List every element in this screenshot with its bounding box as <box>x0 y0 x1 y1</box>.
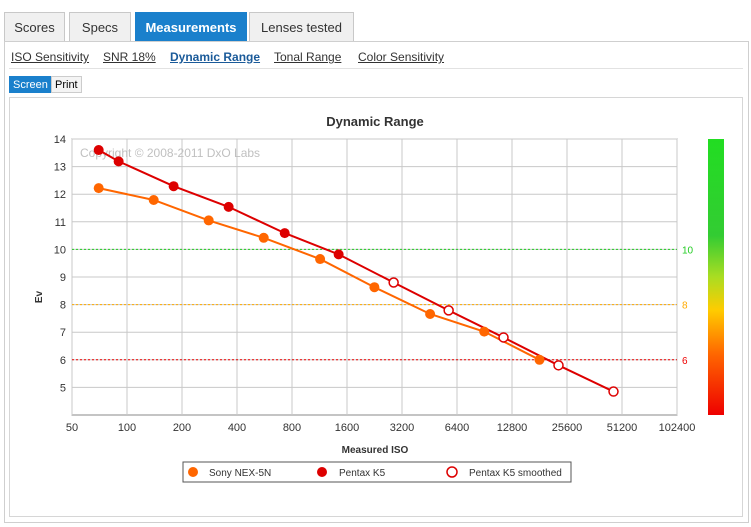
x-tick-label: 1600 <box>335 422 359 434</box>
legend-label: Sony NEX-5N <box>209 468 271 479</box>
data-point-pentax-k5 <box>113 156 124 167</box>
subtab-tonal-range[interactable]: Tonal Range <box>274 50 342 64</box>
x-tick-label: 102400 <box>659 422 696 434</box>
y-tick-label: 9 <box>60 272 66 284</box>
data-point-pentax-k5 <box>223 201 234 212</box>
data-point-pentax-k5 <box>168 181 179 192</box>
legend-marker <box>446 466 458 478</box>
subnav-divider <box>9 68 743 69</box>
legend-box <box>182 461 572 483</box>
tab-scores[interactable]: Scores <box>4 12 65 41</box>
chart-container <box>9 97 743 517</box>
data-point-pentax-k5-smoothed <box>498 332 509 343</box>
y-tick-label: 5 <box>60 382 66 394</box>
data-point-sony-nex-5n <box>148 194 159 205</box>
reference-line-label: 8 <box>682 301 688 312</box>
subtab-dynamic-range[interactable]: Dynamic Range <box>170 50 261 64</box>
print-mode-button[interactable]: Print <box>51 76 82 93</box>
data-point-pentax-k5-smoothed <box>608 386 619 397</box>
dynamic-range-scale-bar <box>708 139 724 415</box>
tab-measurements[interactable]: Measurements <box>135 12 247 41</box>
data-point-pentax-k5 <box>279 228 290 239</box>
data-point-pentax-k5 <box>333 249 344 260</box>
reference-line-label: 10 <box>682 245 694 256</box>
data-point-sony-nex-5n <box>534 354 545 365</box>
y-tick-label: 12 <box>54 189 66 201</box>
x-tick-label: 100 <box>118 422 136 434</box>
data-point-sony-nex-5n <box>93 183 104 194</box>
chart-series <box>93 145 619 397</box>
x-axis-label: Measured ISO <box>342 445 409 456</box>
data-point-sony-nex-5n <box>369 282 380 293</box>
legend-marker <box>317 467 327 477</box>
data-point-sony-nex-5n <box>425 308 436 319</box>
subtab-color-sensitivity[interactable]: Color Sensitivity <box>358 50 445 64</box>
chart-watermark: Copyright © 2008-2011 DxO Labs <box>80 146 260 160</box>
data-point-pentax-k5 <box>93 145 104 156</box>
x-tick-label: 51200 <box>607 422 638 434</box>
y-tick-label: 6 <box>60 355 66 367</box>
x-tick-label: 50 <box>66 422 78 434</box>
y-axis-label: Ev <box>34 290 45 303</box>
x-tick-label: 12800 <box>497 422 528 434</box>
y-tick-label: 14 <box>54 134 66 146</box>
y-tick-label: 11 <box>55 217 66 229</box>
data-point-pentax-k5-smoothed <box>443 305 454 316</box>
tab-lenses-tested[interactable]: Lenses tested <box>249 12 354 41</box>
x-tick-label: 400 <box>228 422 246 434</box>
y-tick-label: 7 <box>60 327 66 339</box>
x-tick-label: 800 <box>283 422 301 434</box>
subtab-iso-sensitivity[interactable]: ISO Sensitivity <box>11 50 90 64</box>
data-point-sony-nex-5n <box>315 254 326 265</box>
y-tick-label: 10 <box>54 244 66 256</box>
subtab-snr-18[interactable]: SNR 18% <box>103 50 156 64</box>
y-tick-label: 13 <box>54 162 66 174</box>
tab-specs[interactable]: Specs <box>69 12 131 41</box>
y-tick-label: 8 <box>60 300 66 312</box>
reference-lines: 10 8 6 <box>72 245 694 367</box>
data-point-sony-nex-5n <box>258 232 269 243</box>
chart-title: Dynamic Range <box>326 114 424 129</box>
reference-line-label: 6 <box>682 356 688 367</box>
data-point-sony-nex-5n <box>203 215 214 226</box>
legend-label: Pentax K5 smoothed <box>469 468 562 479</box>
x-tick-label: 200 <box>173 422 191 434</box>
x-tick-label: 6400 <box>445 422 469 434</box>
data-point-sony-nex-5n <box>479 326 490 337</box>
legend-marker <box>188 467 198 477</box>
x-axis-ticks: 50 100 200 400 800 1600 3200 6400 12800 25600 5120… <box>66 422 695 434</box>
chart-legend: Sony NEX-5N Pentax K5 Pentax K5 smoothed <box>182 461 572 483</box>
data-point-pentax-k5-smoothed <box>553 360 564 371</box>
grid-lines <box>71 138 678 415</box>
legend-label: Pentax K5 <box>339 468 386 479</box>
data-point-pentax-k5-smoothed <box>388 277 399 288</box>
x-tick-label: 3200 <box>390 422 414 434</box>
y-axis-ticks: 5 6 7 8 9 10 11 12 13 14 <box>54 134 66 394</box>
x-tick-label: 25600 <box>552 422 583 434</box>
